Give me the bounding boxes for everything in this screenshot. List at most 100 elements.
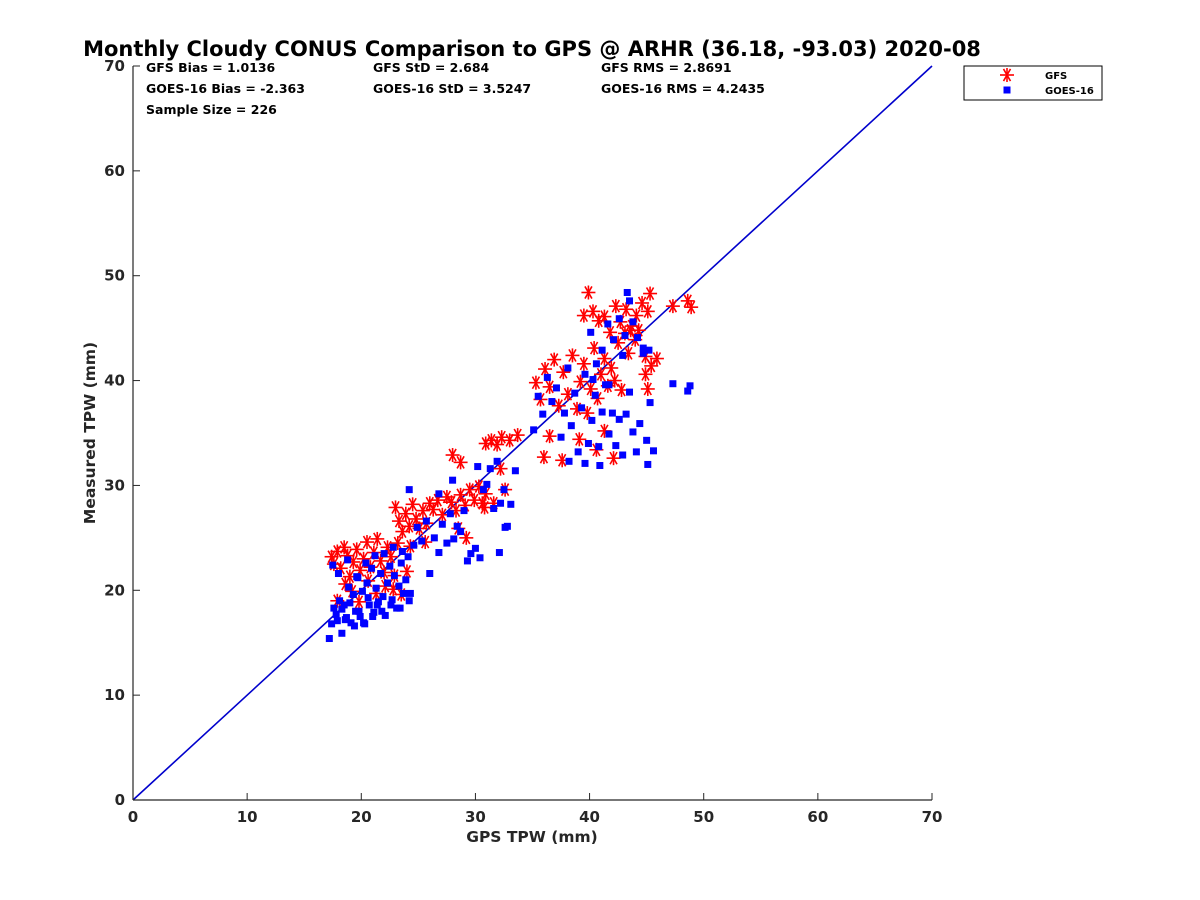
goes16-point — [387, 601, 395, 609]
gfs-points — [324, 285, 699, 609]
gfs-point — [640, 304, 655, 319]
gfs-point — [606, 451, 621, 466]
x-tick-label: 40 — [579, 808, 600, 826]
y-tick-label: 60 — [104, 162, 125, 180]
goes16-point — [530, 426, 538, 434]
goes16-point — [567, 422, 575, 430]
gfs-point — [640, 381, 655, 396]
goes16-point — [377, 570, 385, 578]
goes16-point — [591, 391, 599, 399]
goes16-point — [669, 380, 677, 388]
goes16-point — [636, 420, 644, 428]
gfs-point — [494, 430, 509, 445]
gfs-point — [536, 450, 551, 465]
goes16-point — [418, 537, 426, 545]
gfs-point — [462, 482, 477, 497]
goes16-point — [356, 613, 364, 620]
gfs-point — [572, 432, 587, 447]
goes16-point — [405, 597, 413, 605]
goes16-point — [369, 613, 377, 620]
gfs-point — [649, 351, 664, 366]
goes16-point — [639, 344, 647, 352]
gfs-point — [684, 300, 699, 315]
x-axis-label: GPS TPW (mm) — [466, 828, 598, 846]
goes16-point — [612, 442, 620, 450]
stat-text: GFS Bias = 1.0136 — [146, 60, 276, 75]
goes16-point — [619, 351, 627, 359]
goes16-point — [368, 564, 376, 572]
goes16-point — [552, 384, 560, 392]
goes16-point — [388, 596, 396, 604]
gfs-point — [415, 503, 430, 518]
y-tick-label: 10 — [104, 686, 125, 704]
goes16-point — [346, 599, 354, 607]
goes16-point — [395, 582, 403, 590]
gfs-point — [581, 285, 596, 300]
x-tick-label: 20 — [351, 808, 372, 826]
goes16-point — [578, 404, 586, 412]
x-tick-label: 30 — [465, 808, 486, 826]
goes16-point — [596, 462, 604, 470]
goes16-point — [686, 382, 694, 390]
goes16-point — [626, 297, 634, 305]
gfs-point — [528, 375, 543, 390]
goes16-point — [467, 550, 475, 558]
gfs-point — [445, 448, 460, 463]
goes16-point — [622, 410, 630, 418]
gfs-point — [665, 299, 680, 314]
goes16-point — [353, 573, 361, 581]
goes16-point — [605, 381, 613, 389]
goes16-point — [405, 486, 413, 494]
goes16-point — [340, 601, 348, 609]
goes16-point — [584, 439, 592, 447]
x-tick-label: 10 — [237, 808, 258, 826]
goes16-point — [371, 552, 379, 560]
goes16-point — [623, 288, 631, 296]
goes16-point — [333, 617, 341, 625]
stat-text: GOES-16 StD = 3.5247 — [373, 81, 531, 96]
goes16-point — [645, 346, 653, 354]
gfs-point — [342, 569, 357, 584]
goes16-point — [589, 376, 597, 384]
goes16-point — [381, 611, 389, 619]
goes16-point — [592, 360, 600, 368]
gfs-point — [565, 348, 580, 363]
goes16-point — [581, 370, 589, 378]
goes16-point — [363, 579, 371, 587]
goes16-point — [486, 465, 494, 473]
goes16-point — [380, 550, 388, 558]
goes16-point — [595, 443, 603, 451]
goes16-point — [384, 579, 392, 587]
goes16-point — [598, 346, 606, 354]
goes16-point — [534, 392, 542, 400]
goes16-point — [587, 328, 595, 336]
stat-text: GFS StD = 2.684 — [373, 60, 490, 75]
goes16-point — [325, 635, 333, 643]
gfs-point — [477, 500, 492, 515]
gfs-point — [556, 365, 571, 380]
y-tick-label: 70 — [104, 57, 125, 75]
goes16-point — [581, 459, 589, 467]
gfs-point — [603, 325, 618, 340]
gfs-point — [399, 564, 414, 579]
x-tick-label: 50 — [693, 808, 714, 826]
goes16-point — [446, 510, 454, 518]
gfs-point — [538, 362, 553, 377]
gfs-point — [560, 387, 575, 402]
gfs-point — [426, 502, 441, 517]
goes16-point — [644, 460, 652, 468]
goes16-point — [479, 486, 487, 494]
goes16-point — [511, 467, 519, 475]
chart-title: Monthly Cloudy CONUS Comparison to GPS @… — [83, 37, 981, 61]
goes16-point — [378, 607, 386, 615]
goes16-point — [398, 547, 406, 555]
goes16-point — [435, 490, 443, 498]
goes16-point — [390, 572, 398, 580]
legend-gfs-marker — [1000, 68, 1014, 82]
goes16-point — [334, 570, 342, 578]
goes16-point — [362, 559, 370, 567]
goes16-point — [643, 436, 651, 444]
goes16-point — [450, 535, 458, 543]
goes16-point — [329, 561, 337, 569]
goes16-point — [471, 544, 479, 552]
